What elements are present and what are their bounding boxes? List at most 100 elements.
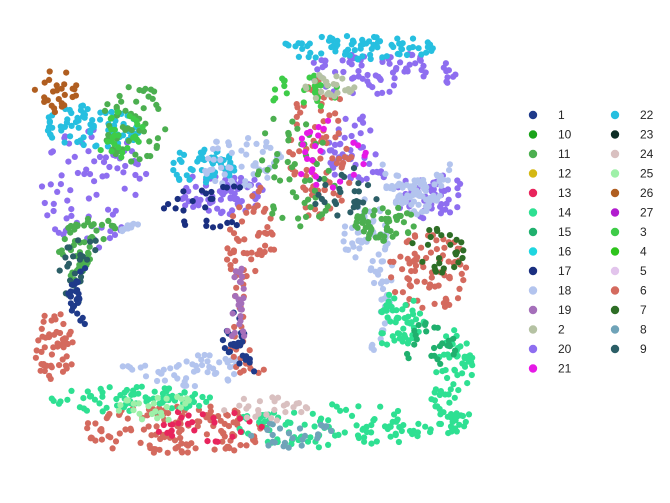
point-cluster-6-1025	[264, 224, 271, 231]
point-cluster-20-44	[106, 163, 113, 171]
point-cluster-25-2111	[124, 397, 131, 404]
point-cluster-20-72	[121, 185, 128, 192]
point-cluster-21-1982	[312, 173, 319, 180]
point-cluster-11-1560	[128, 158, 135, 165]
point-cluster-8-2084	[265, 442, 272, 449]
point-cluster-22-514	[429, 45, 436, 52]
point-cluster-19-2195	[224, 327, 231, 335]
point-cluster-17-2060	[217, 223, 224, 230]
point-cluster-21-1975	[324, 117, 332, 124]
point-cluster-19-2191	[228, 332, 235, 340]
point-cluster-6-1006	[230, 230, 238, 237]
point-cluster-17-2055	[231, 183, 238, 190]
point-cluster-22-462	[170, 167, 177, 174]
point-cluster-15-2002	[423, 328, 430, 335]
point-cluster-6-1060	[330, 190, 337, 197]
point-cluster-14-1479	[133, 384, 140, 391]
point-cluster-20-230	[416, 56, 423, 63]
point-cluster-17-2048	[174, 195, 181, 203]
point-cluster-20-197	[319, 64, 326, 71]
point-cluster-14-1546	[378, 340, 386, 347]
point-cluster-3-1804	[272, 95, 279, 102]
point-cluster-6-1211	[56, 362, 63, 369]
point-cluster-18-743	[431, 181, 438, 188]
point-cluster-14-1339	[355, 434, 362, 442]
point-cluster-11-1752	[67, 222, 74, 230]
legend-marker-3	[610, 227, 620, 237]
point-cluster-6-1180	[405, 276, 413, 283]
point-cluster-24-2143	[304, 405, 311, 412]
point-cluster-14-1316	[370, 417, 377, 424]
point-cluster-7-2041	[419, 258, 426, 265]
legend-item-26: 26	[610, 186, 654, 200]
point-cluster-20-318	[446, 209, 454, 216]
point-cluster-11-1630	[279, 214, 286, 221]
point-cluster-9-1874	[71, 270, 78, 277]
point-cluster-24-2145	[243, 414, 251, 421]
point-cluster-6-946	[152, 446, 159, 453]
point-cluster-14-1403	[433, 369, 440, 376]
point-cluster-18-578	[198, 362, 206, 369]
point-cluster-11-1646	[286, 176, 293, 183]
point-cluster-21-1978	[298, 171, 305, 178]
point-cluster-6-1145	[431, 300, 438, 307]
legend-marker-26	[610, 188, 620, 198]
point-cluster-1-1937	[74, 310, 81, 317]
point-cluster-22-528	[357, 42, 364, 49]
point-cluster-26-2160	[50, 88, 57, 95]
point-cluster-8-2072	[296, 425, 304, 432]
point-cluster-20-166	[358, 62, 365, 69]
point-cluster-6-920	[211, 446, 218, 453]
point-cluster-18-603	[213, 369, 220, 377]
point-cluster-11-1548	[136, 156, 143, 163]
point-cluster-3-1761	[108, 148, 115, 155]
point-cluster-22-365	[61, 139, 68, 146]
point-cluster-1-1908	[231, 341, 238, 348]
point-cluster-22-448	[178, 158, 185, 165]
point-cluster-20-316	[437, 203, 444, 210]
point-cluster-6-938	[192, 445, 199, 452]
point-cluster-15-2009	[444, 342, 451, 349]
point-cluster-1-1928	[82, 265, 89, 272]
point-cluster-22-405	[80, 141, 87, 149]
point-cluster-18-760	[417, 181, 424, 188]
point-cluster-24-2130	[283, 400, 290, 407]
point-cluster-18-815	[228, 178, 236, 185]
point-cluster-11-1713	[100, 236, 107, 243]
point-cluster-6-848	[144, 412, 151, 419]
point-cluster-15-2013	[413, 336, 420, 343]
point-cluster-6-965	[248, 256, 255, 263]
point-cluster-22-536	[318, 33, 325, 41]
legend-item-8: 8	[610, 323, 647, 337]
point-cluster-19-2190	[238, 306, 245, 313]
point-cluster-13-1941	[237, 415, 244, 422]
point-cluster-22-480	[423, 49, 430, 56]
point-cluster-20-323	[437, 210, 444, 217]
point-cluster-20-40	[71, 153, 78, 160]
point-cluster-11-1671	[365, 219, 372, 226]
point-cluster-14-1530	[384, 314, 391, 321]
legend-marker-15	[528, 227, 538, 237]
point-cluster-20-4	[50, 200, 57, 207]
point-cluster-6-1219	[33, 347, 40, 354]
point-cluster-20-26	[93, 191, 100, 198]
legend-marker-9	[610, 344, 620, 354]
point-cluster-7-2029	[439, 269, 446, 276]
point-cluster-13-1938	[169, 432, 176, 439]
point-cluster-6-1192	[40, 318, 47, 325]
point-cluster-20-322	[444, 186, 452, 193]
point-cluster-18-808	[217, 156, 224, 163]
point-cluster-22-542	[342, 51, 349, 58]
point-cluster-17-2058	[202, 190, 210, 197]
legend-item-9: 9	[610, 342, 647, 356]
point-cluster-24-2139	[252, 413, 259, 420]
point-cluster-26-2171	[71, 86, 78, 93]
point-cluster-6-977	[267, 215, 274, 222]
point-cluster-6-925	[148, 432, 155, 439]
point-cluster-6-935	[252, 439, 259, 446]
point-cluster-6-1234	[32, 354, 40, 361]
point-cluster-6-1233	[41, 367, 48, 375]
point-cluster-14-1376	[465, 411, 473, 418]
point-cluster-20-171	[340, 68, 347, 76]
